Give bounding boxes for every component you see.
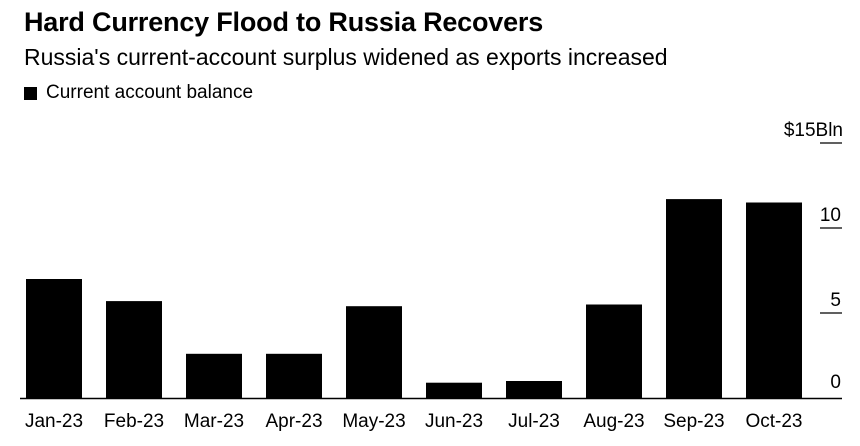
x-tick-label-jun-23: Jun-23 (425, 411, 483, 432)
x-tick-label-oct-23: Oct-23 (745, 411, 802, 432)
y-tick-label-0: 0 (830, 372, 841, 393)
x-tick-label-aug-23: Aug-23 (583, 411, 644, 432)
y-tick-label-15: $15Bln (784, 120, 843, 141)
x-tick-label-may-23: May-23 (342, 411, 405, 432)
bar-mar-23 (186, 353, 242, 398)
x-tick-label-sep-23: Sep-23 (663, 411, 724, 432)
bar-oct-23 (746, 202, 802, 398)
bar-sep-23 (666, 199, 722, 398)
bar-jan-23 (26, 279, 82, 398)
y-tick-label-10: 10 (820, 205, 841, 226)
x-tick-label-apr-23: Apr-23 (265, 411, 322, 432)
bar-jun-23 (426, 382, 482, 398)
legend-label: Current account balance (46, 82, 254, 103)
x-tick-label-feb-23: Feb-23 (104, 411, 164, 432)
y-tick-label-5: 5 (830, 290, 841, 311)
bar-feb-23 (106, 301, 162, 398)
chart-subtitle: Russia's current-account surplus widened… (24, 44, 668, 70)
chart-title: Hard Currency Flood to Russia Recovers (24, 7, 544, 37)
bar-apr-23 (266, 353, 322, 398)
bar-jul-23 (506, 381, 562, 398)
x-tick-label-jul-23: Jul-23 (508, 411, 560, 432)
legend: Current account balance (24, 82, 253, 104)
x-tick-label-jan-23: Jan-23 (25, 411, 83, 432)
bar-aug-23 (586, 304, 642, 398)
bar-may-23 (346, 306, 402, 398)
x-tick-label-mar-23: Mar-23 (184, 411, 244, 432)
legend-swatch (24, 86, 37, 100)
